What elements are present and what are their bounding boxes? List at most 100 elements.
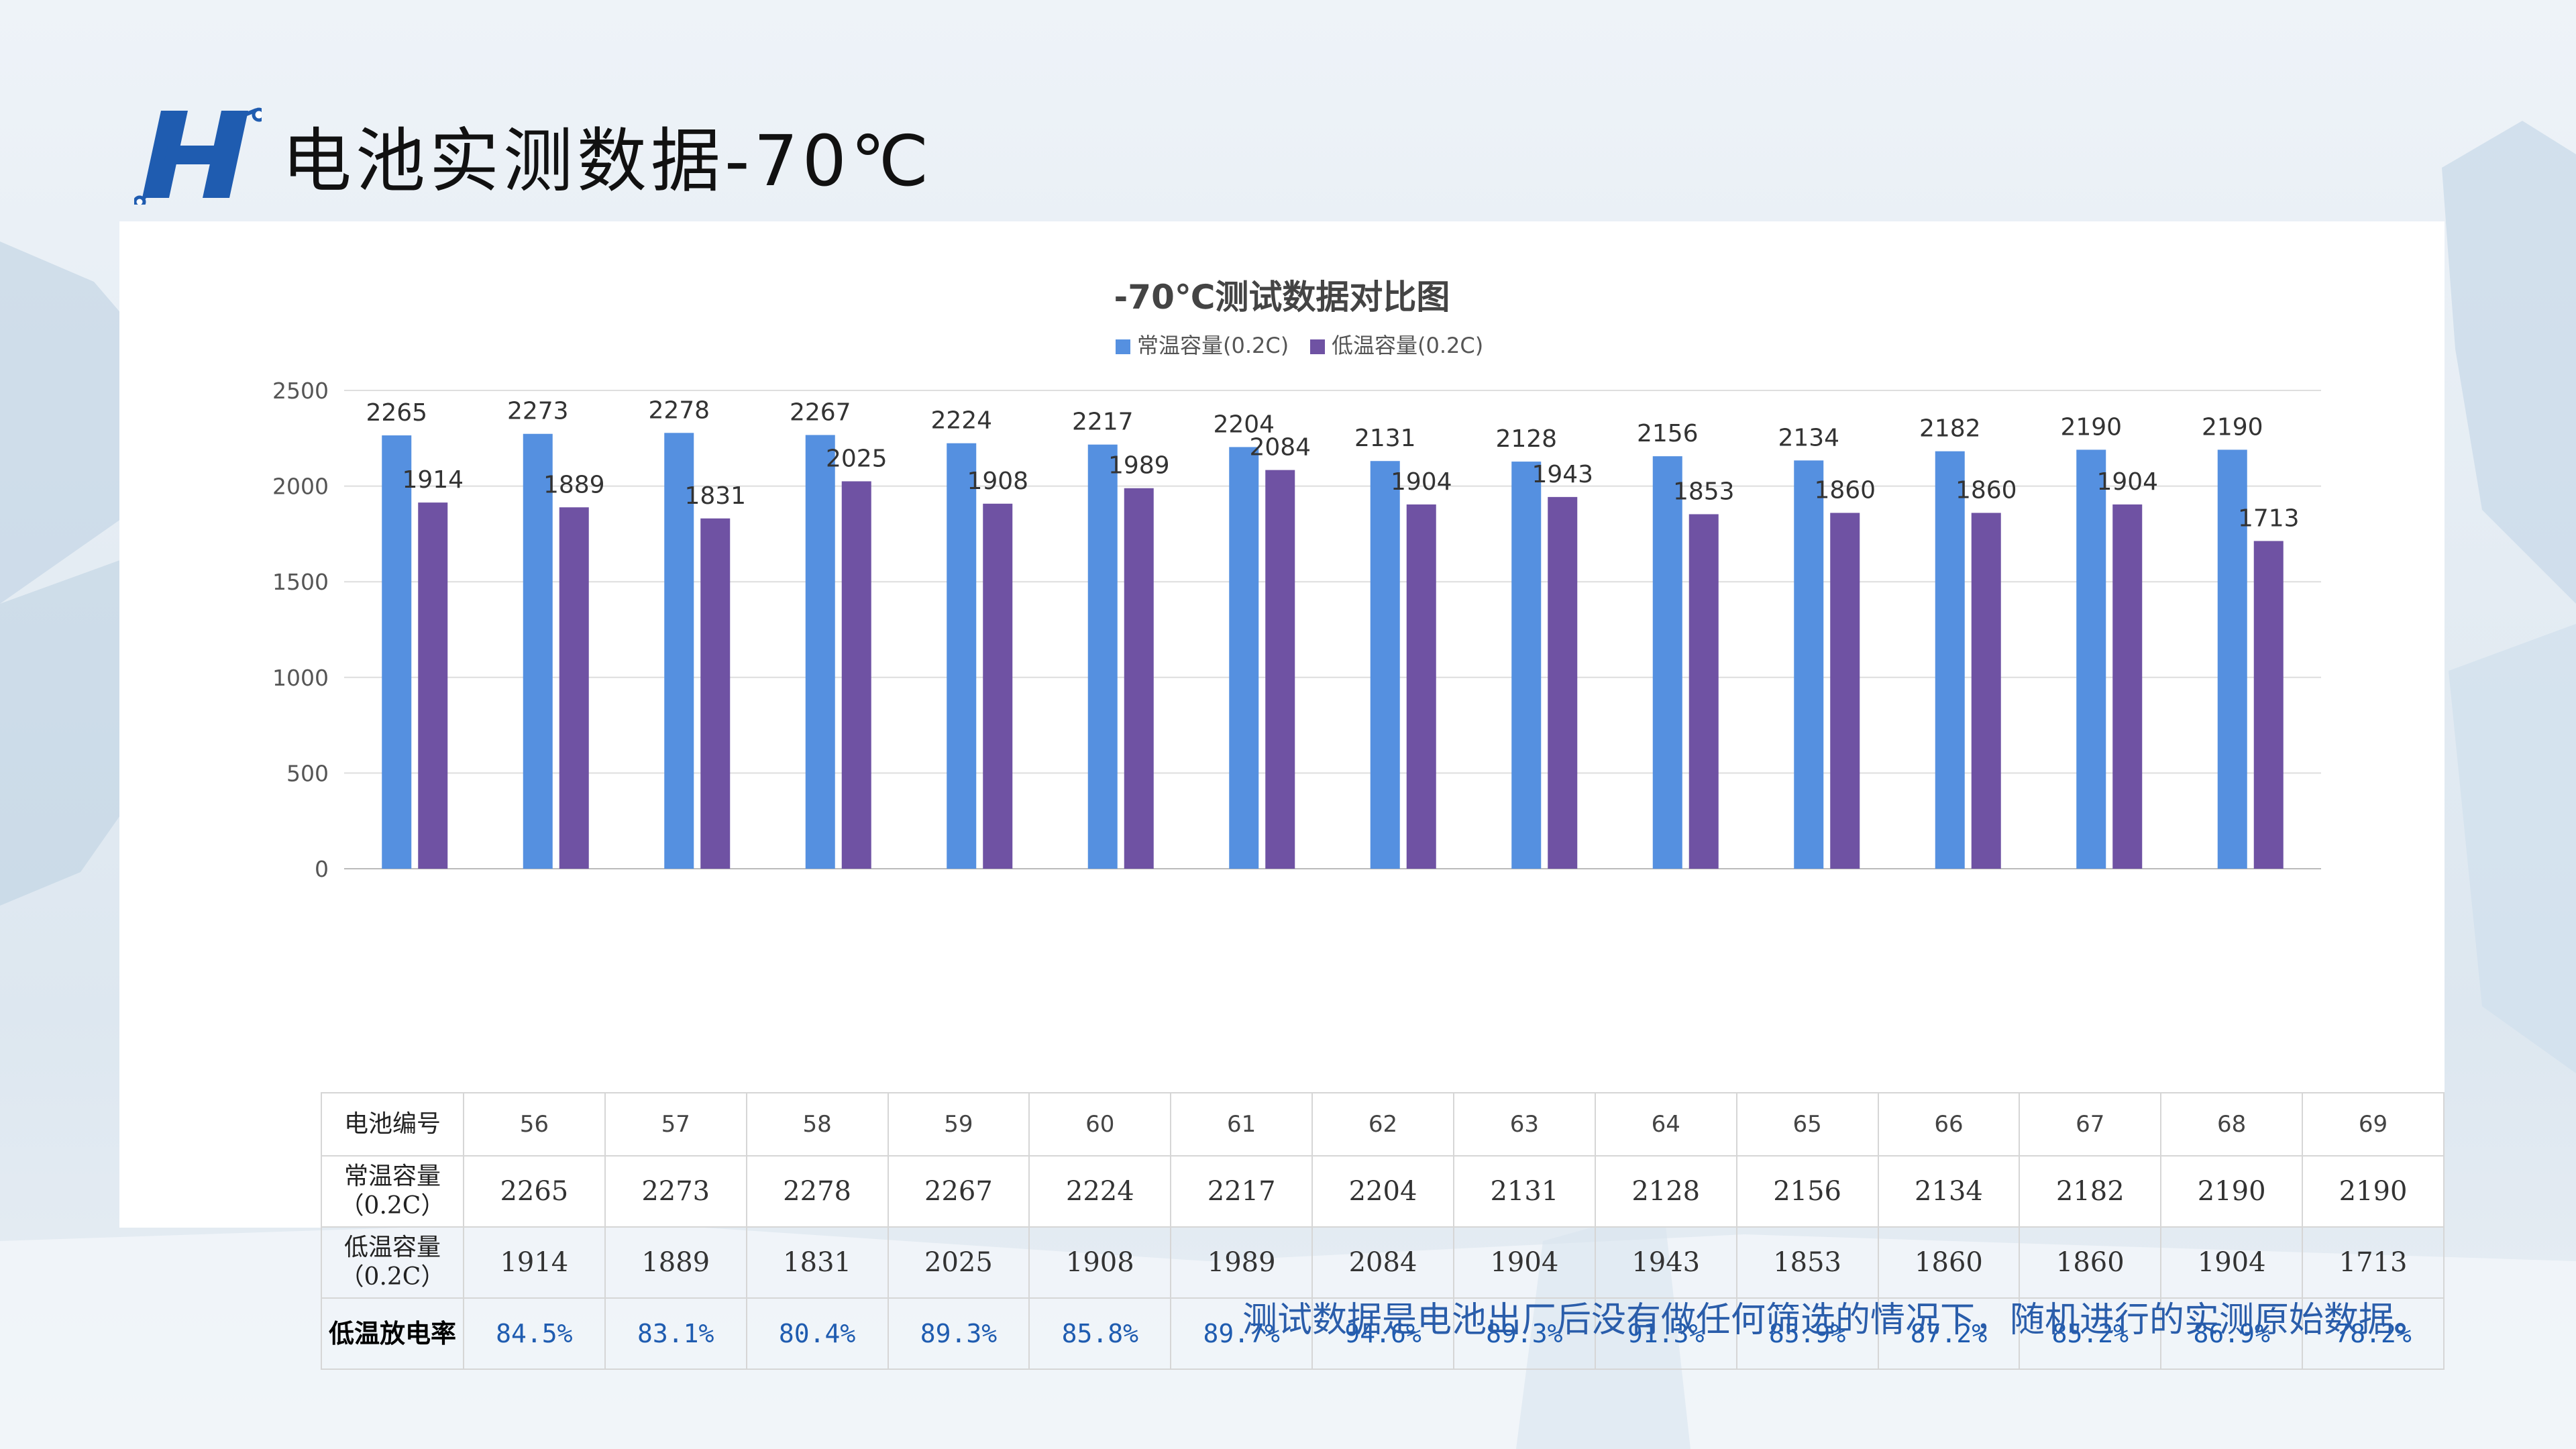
- cell-low-61: 1989: [1170, 1226, 1313, 1299]
- cell-low-62: 2084: [1311, 1226, 1454, 1299]
- cell-low-65: 1853: [1735, 1226, 1879, 1299]
- label-normal-65: 2156: [1637, 420, 1699, 447]
- cell-normal-59: 2267: [887, 1155, 1030, 1228]
- row-header-battery-id: 电池编号: [321, 1092, 464, 1157]
- label-low-58: 1831: [684, 482, 746, 510]
- label-low-59: 2025: [826, 445, 888, 472]
- label-normal-60: 2224: [930, 407, 992, 435]
- bar-low-68: [2112, 504, 2143, 869]
- chart-title: -70℃测试数据对比图: [1114, 278, 1450, 317]
- cell-normal-58: 2278: [745, 1155, 889, 1228]
- cell-low-60: 1908: [1028, 1226, 1172, 1299]
- cell-normal-68: 2190: [2160, 1155, 2304, 1228]
- label-normal-67: 2182: [1919, 415, 1981, 443]
- brand-logo: [134, 107, 262, 205]
- label-low-69: 1713: [2238, 504, 2300, 532]
- cell-low-66: 1860: [1877, 1226, 2021, 1299]
- cell-low-69: 1713: [2302, 1226, 2445, 1299]
- y-tick-2500: 2500: [272, 378, 329, 404]
- cell-id-64: 64: [1594, 1092, 1737, 1157]
- y-tick-1500: 1500: [272, 569, 329, 595]
- legend-swatch-1: [1116, 339, 1130, 354]
- cell-rate-59: 89.3%: [887, 1297, 1030, 1370]
- y-tick-2000: 2000: [272, 474, 329, 500]
- cell-rate-56: 84.5%: [462, 1297, 606, 1370]
- cell-normal-60: 2224: [1028, 1155, 1172, 1228]
- cell-rate-58: 80.4%: [745, 1297, 889, 1370]
- cell-low-59: 2025: [887, 1226, 1030, 1299]
- cell-id-63: 63: [1452, 1092, 1596, 1157]
- y-tick-0: 0: [315, 856, 329, 882]
- row-header-discharge-rate: 低温放电率: [321, 1297, 464, 1370]
- cell-id-67: 67: [2019, 1092, 2162, 1157]
- cell-id-69: 69: [2302, 1092, 2445, 1157]
- bar-normal-62: [1229, 447, 1259, 869]
- label-low-68: 1904: [2096, 468, 2158, 496]
- cell-normal-57: 2273: [604, 1155, 747, 1228]
- bar-normal-64: [1511, 462, 1542, 869]
- cell-normal-56: 2265: [462, 1155, 606, 1228]
- table-row-low-capacity: 低温容量 （0.2C） 1914 1889 1831 2025 1908 1989 2084…: [321, 1226, 2445, 1299]
- cell-id-66: 66: [1877, 1092, 2021, 1157]
- cell-id-65: 65: [1735, 1092, 1879, 1157]
- cell-normal-65: 2156: [1735, 1155, 1879, 1228]
- label-normal-61: 2217: [1072, 409, 1134, 436]
- bar-normal-61: [1087, 444, 1118, 869]
- label-low-57: 1889: [543, 471, 605, 498]
- cell-rate-62: 94.6%: [1311, 1297, 1454, 1370]
- row-header-low-capacity: 低温容量 （0.2C）: [321, 1226, 464, 1299]
- label-low-64: 1943: [1532, 461, 1593, 488]
- bar-normal-65: [1652, 456, 1682, 869]
- bar-low-63: [1406, 504, 1436, 869]
- cell-low-63: 1904: [1452, 1226, 1596, 1299]
- label-normal-64: 2128: [1495, 425, 1557, 453]
- cell-rate-65: 85.9%: [1735, 1297, 1879, 1370]
- cell-id-57: 57: [604, 1092, 747, 1157]
- cell-rate-61: 89.7%: [1170, 1297, 1313, 1370]
- table-row-normal-capacity: 常温容量 （0.2C） 2265 2273 2278 2267 2224 2217 2204…: [321, 1155, 2445, 1228]
- cell-normal-61: 2217: [1170, 1155, 1313, 1228]
- chart-panel: -70℃测试数据对比图 常温容量(0.2C) 低温容量(0.2C) 0 500 1000 1…: [119, 221, 2445, 1370]
- bar-normal-63: [1370, 461, 1400, 869]
- cell-normal-69: 2190: [2302, 1155, 2445, 1228]
- label-normal-66: 2134: [1778, 424, 1839, 451]
- page-header: 电池实测数据-70℃: [134, 101, 933, 208]
- label-normal-59: 2267: [790, 398, 851, 426]
- cell-id-61: 61: [1170, 1092, 1313, 1157]
- table-row-battery-id: 电池编号 56 57 58 59 60 61 62 63 64 65 66 67 68 69: [321, 1092, 2445, 1157]
- bar-low-69: [2253, 541, 2284, 869]
- cell-rate-67: 85.2%: [2019, 1297, 2162, 1370]
- label-low-56: 1914: [402, 466, 464, 494]
- label-normal-69: 2190: [2202, 413, 2263, 441]
- cell-low-56: 1914: [462, 1226, 606, 1299]
- cell-rate-69: 78.2%: [2302, 1297, 2445, 1370]
- label-normal-62: 2204: [1213, 411, 1275, 438]
- y-tick-500: 500: [286, 760, 329, 786]
- bar-normal-68: [2076, 449, 2106, 869]
- label-low-67: 1860: [1955, 477, 2017, 504]
- bar-low-66: [1830, 513, 1860, 869]
- cell-normal-62: 2204: [1311, 1155, 1454, 1228]
- bar-normal-66: [1794, 460, 1824, 869]
- bar-normal-56: [382, 435, 412, 869]
- cell-rate-66: 87.2%: [1877, 1297, 2021, 1370]
- bar-low-65: [1688, 514, 1719, 869]
- cell-id-56: 56: [462, 1092, 606, 1157]
- cell-id-60: 60: [1028, 1092, 1172, 1157]
- label-low-60: 1908: [967, 468, 1028, 495]
- bar-low-58: [700, 518, 731, 869]
- cell-rate-68: 86.9%: [2160, 1297, 2304, 1370]
- cell-id-62: 62: [1311, 1092, 1454, 1157]
- legend-label-1: 常温容量(0.2C): [1137, 333, 1289, 358]
- cell-normal-63: 2131: [1452, 1155, 1596, 1228]
- cell-normal-67: 2182: [2019, 1155, 2162, 1228]
- bar-normal-59: [805, 435, 835, 869]
- bar-low-59: [841, 481, 871, 869]
- data-table: 电池编号 56 57 58 59 60 61 62 63 64 65 66 67 68 69 常温容量 （…: [321, 1092, 2445, 1370]
- label-low-61: 1989: [1108, 452, 1170, 480]
- legend-swatch-2: [1310, 339, 1325, 354]
- cell-normal-66: 2134: [1877, 1155, 2021, 1228]
- cell-rate-57: 83.1%: [604, 1297, 747, 1370]
- label-normal-68: 2190: [2060, 413, 2122, 441]
